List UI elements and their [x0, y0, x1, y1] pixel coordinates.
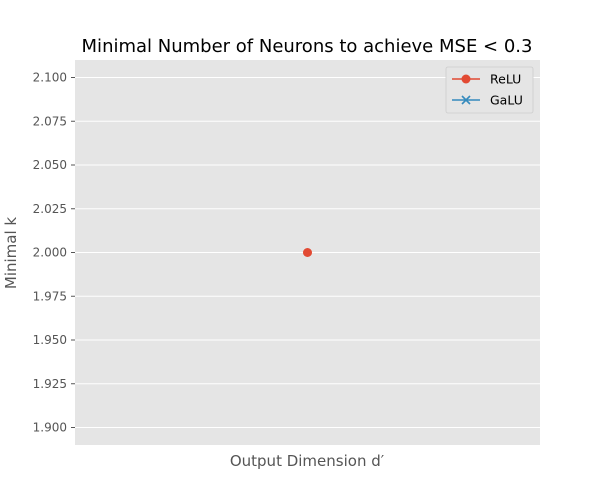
gridlines — [75, 77, 540, 428]
chart-title: Minimal Number of Neurons to achieve MSE… — [82, 36, 533, 57]
y-tick-label: 2.100 — [33, 71, 67, 85]
y-tick-label: 1.900 — [33, 421, 67, 435]
y-axis-label: Minimal k — [2, 217, 20, 290]
legend-item-galu: GaLU — [452, 93, 523, 108]
x-axis-label: Output Dimension d′ — [230, 452, 385, 470]
y-tick-label: 1.950 — [33, 333, 67, 347]
legend-label: GaLU — [490, 93, 523, 108]
legend-marker-circle — [461, 74, 471, 84]
y-tick-label: 1.975 — [33, 289, 67, 303]
legend-label: ReLU — [490, 72, 521, 87]
y-tick-label: 2.000 — [33, 246, 67, 260]
data-point-relu — [303, 248, 312, 257]
data-marks — [303, 248, 312, 257]
y-tick-label: 1.925 — [33, 377, 67, 391]
y-axis-ticks: 1.900 1.925 1.950 1.975 2.000 2.025 2.050 2.075… — [33, 71, 75, 435]
y-tick-label: 2.025 — [33, 202, 67, 216]
y-tick-label: 2.075 — [33, 114, 67, 128]
legend-marker-x — [461, 95, 471, 105]
legend: ReLU GaLU — [445, 66, 534, 114]
legend-item-relu: ReLU — [452, 72, 521, 87]
y-tick-label: 2.050 — [33, 158, 67, 172]
